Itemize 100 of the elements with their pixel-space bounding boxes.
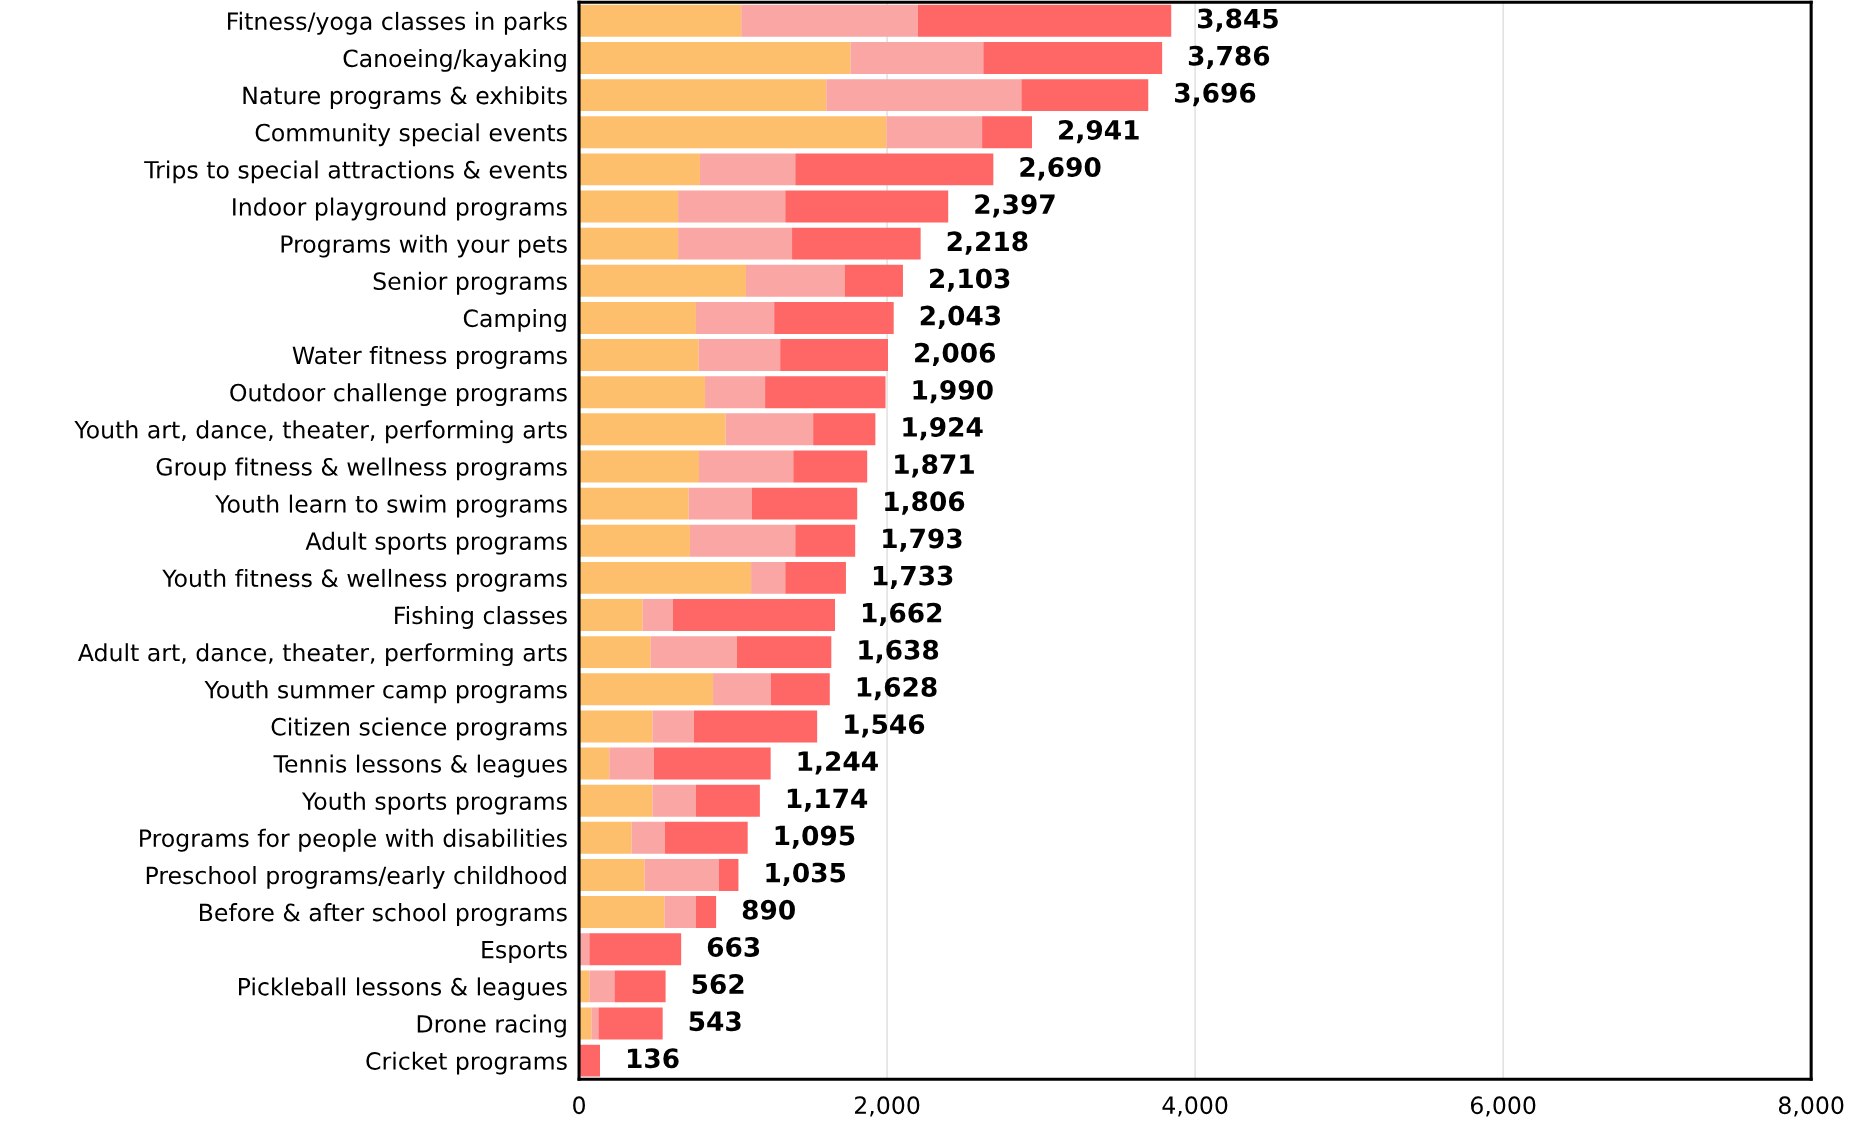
bar [644, 858, 719, 891]
bar [678, 190, 786, 223]
total-label: 3,845 [1197, 8, 1278, 32]
y-tick-label: Outdoor challenge programs [230, 383, 567, 407]
bar [695, 784, 760, 817]
y-tick-label: Trips to special attractions & events [144, 160, 567, 184]
total-label: 3,786 [1188, 45, 1270, 69]
bar [699, 450, 794, 483]
y-tick-label: Before & after school programs [200, 903, 567, 926]
bar [688, 487, 753, 520]
total-label: 2,690 [1020, 157, 1101, 181]
y-tick-label: Drone racing [417, 1014, 566, 1038]
bar [650, 636, 737, 669]
bar [579, 710, 653, 743]
y-tick-label: Pickleball lessons & leagues [239, 977, 567, 1001]
bar [579, 450, 700, 483]
bar [579, 42, 851, 74]
y-tick-label: Senior programs [373, 271, 567, 295]
bar [614, 970, 666, 1003]
y-tick-label: Youth summer camp programs [204, 680, 567, 704]
bar [579, 79, 827, 112]
total-label: 1,806 [885, 491, 965, 515]
y-tick-label: Youth fitness & wellness programs [162, 568, 567, 592]
bar [579, 227, 679, 260]
bar [579, 4, 742, 37]
bar [699, 153, 796, 186]
total-label: 136 [627, 1048, 679, 1069]
total-label: 543 [689, 1011, 741, 1032]
bar [589, 970, 615, 1003]
bar [579, 339, 699, 372]
bar [917, 4, 1172, 37]
bar [718, 858, 739, 891]
total-label: 2,397 [975, 194, 1055, 218]
y-tick-label: Programs with your pets [281, 234, 567, 258]
total-label: 2,103 [930, 268, 1010, 292]
bar [751, 561, 786, 594]
bar [579, 116, 887, 149]
bar [695, 301, 775, 334]
total-label: 1,990 [913, 379, 993, 404]
bar [579, 858, 645, 891]
total-label: 1,662 [863, 602, 942, 627]
bar [983, 42, 1163, 74]
bar [579, 524, 690, 557]
bar [774, 301, 894, 334]
total-label: 2,043 [920, 305, 1001, 329]
total-label: 1,546 [845, 714, 925, 738]
y-tick-label: Nature programs & exhibits [243, 86, 567, 109]
x-tick-label: 8,000 [1778, 1096, 1844, 1117]
total-label: 562 [692, 974, 744, 995]
bar [695, 896, 717, 929]
bar [780, 339, 888, 372]
y-tick-label: Youth learn to swim programs [215, 494, 567, 518]
bar [579, 747, 610, 780]
total-label: 1,924 [903, 417, 983, 441]
y-tick-label: Canoeing/kayaking [343, 49, 566, 72]
bar [725, 413, 814, 446]
bar [792, 227, 921, 260]
bar [741, 4, 918, 37]
bar [813, 413, 876, 446]
bar [713, 673, 771, 706]
y-tick-label: Fishing classes [395, 606, 567, 629]
total-label: 1,035 [766, 862, 846, 886]
bar [793, 450, 868, 483]
total-label: 1,174 [787, 788, 868, 812]
bar [689, 524, 796, 557]
total-label: 2,941 [1059, 119, 1139, 144]
y-tick-label: Preschool programs/early childhood [146, 865, 566, 889]
bar [886, 116, 983, 149]
bar [844, 264, 903, 297]
bar [591, 1007, 599, 1040]
bar [785, 561, 846, 594]
bar [579, 673, 714, 706]
x-tick-label: 2,000 [855, 1096, 920, 1117]
y-tick-label: Adult art, dance, theater, performing arts [77, 643, 567, 667]
bar [642, 599, 673, 631]
bar [598, 1007, 663, 1040]
total-label: 2,218 [947, 231, 1028, 255]
y-tick-label: Camping [463, 308, 566, 332]
x-tick-label: 6,000 [1470, 1096, 1536, 1117]
total-label: 890 [742, 899, 795, 920]
y-tick-label: Youth sports programs [301, 791, 567, 815]
bar [652, 710, 694, 743]
bar [579, 636, 651, 669]
y-tick-label: Citizen science programs [271, 717, 567, 741]
total-label: 1,871 [895, 454, 974, 478]
y-tick-label: Youth art, dance, theater, performing arts [74, 420, 567, 444]
bar [826, 79, 1022, 112]
bar [579, 561, 752, 594]
bar [795, 524, 856, 557]
y-tick-label: Programs for people with disabilities [140, 828, 567, 852]
total-label: 1,733 [873, 565, 953, 589]
y-tick-label: Esports [482, 940, 567, 964]
y-tick-label: Water fitness programs [292, 346, 567, 369]
bar [705, 376, 766, 409]
bar [609, 747, 654, 780]
bar [982, 116, 1032, 149]
total-label: 2,006 [915, 342, 996, 367]
bar [672, 599, 836, 631]
bar [579, 1044, 600, 1077]
y-tick-label: Community special events [255, 123, 567, 147]
